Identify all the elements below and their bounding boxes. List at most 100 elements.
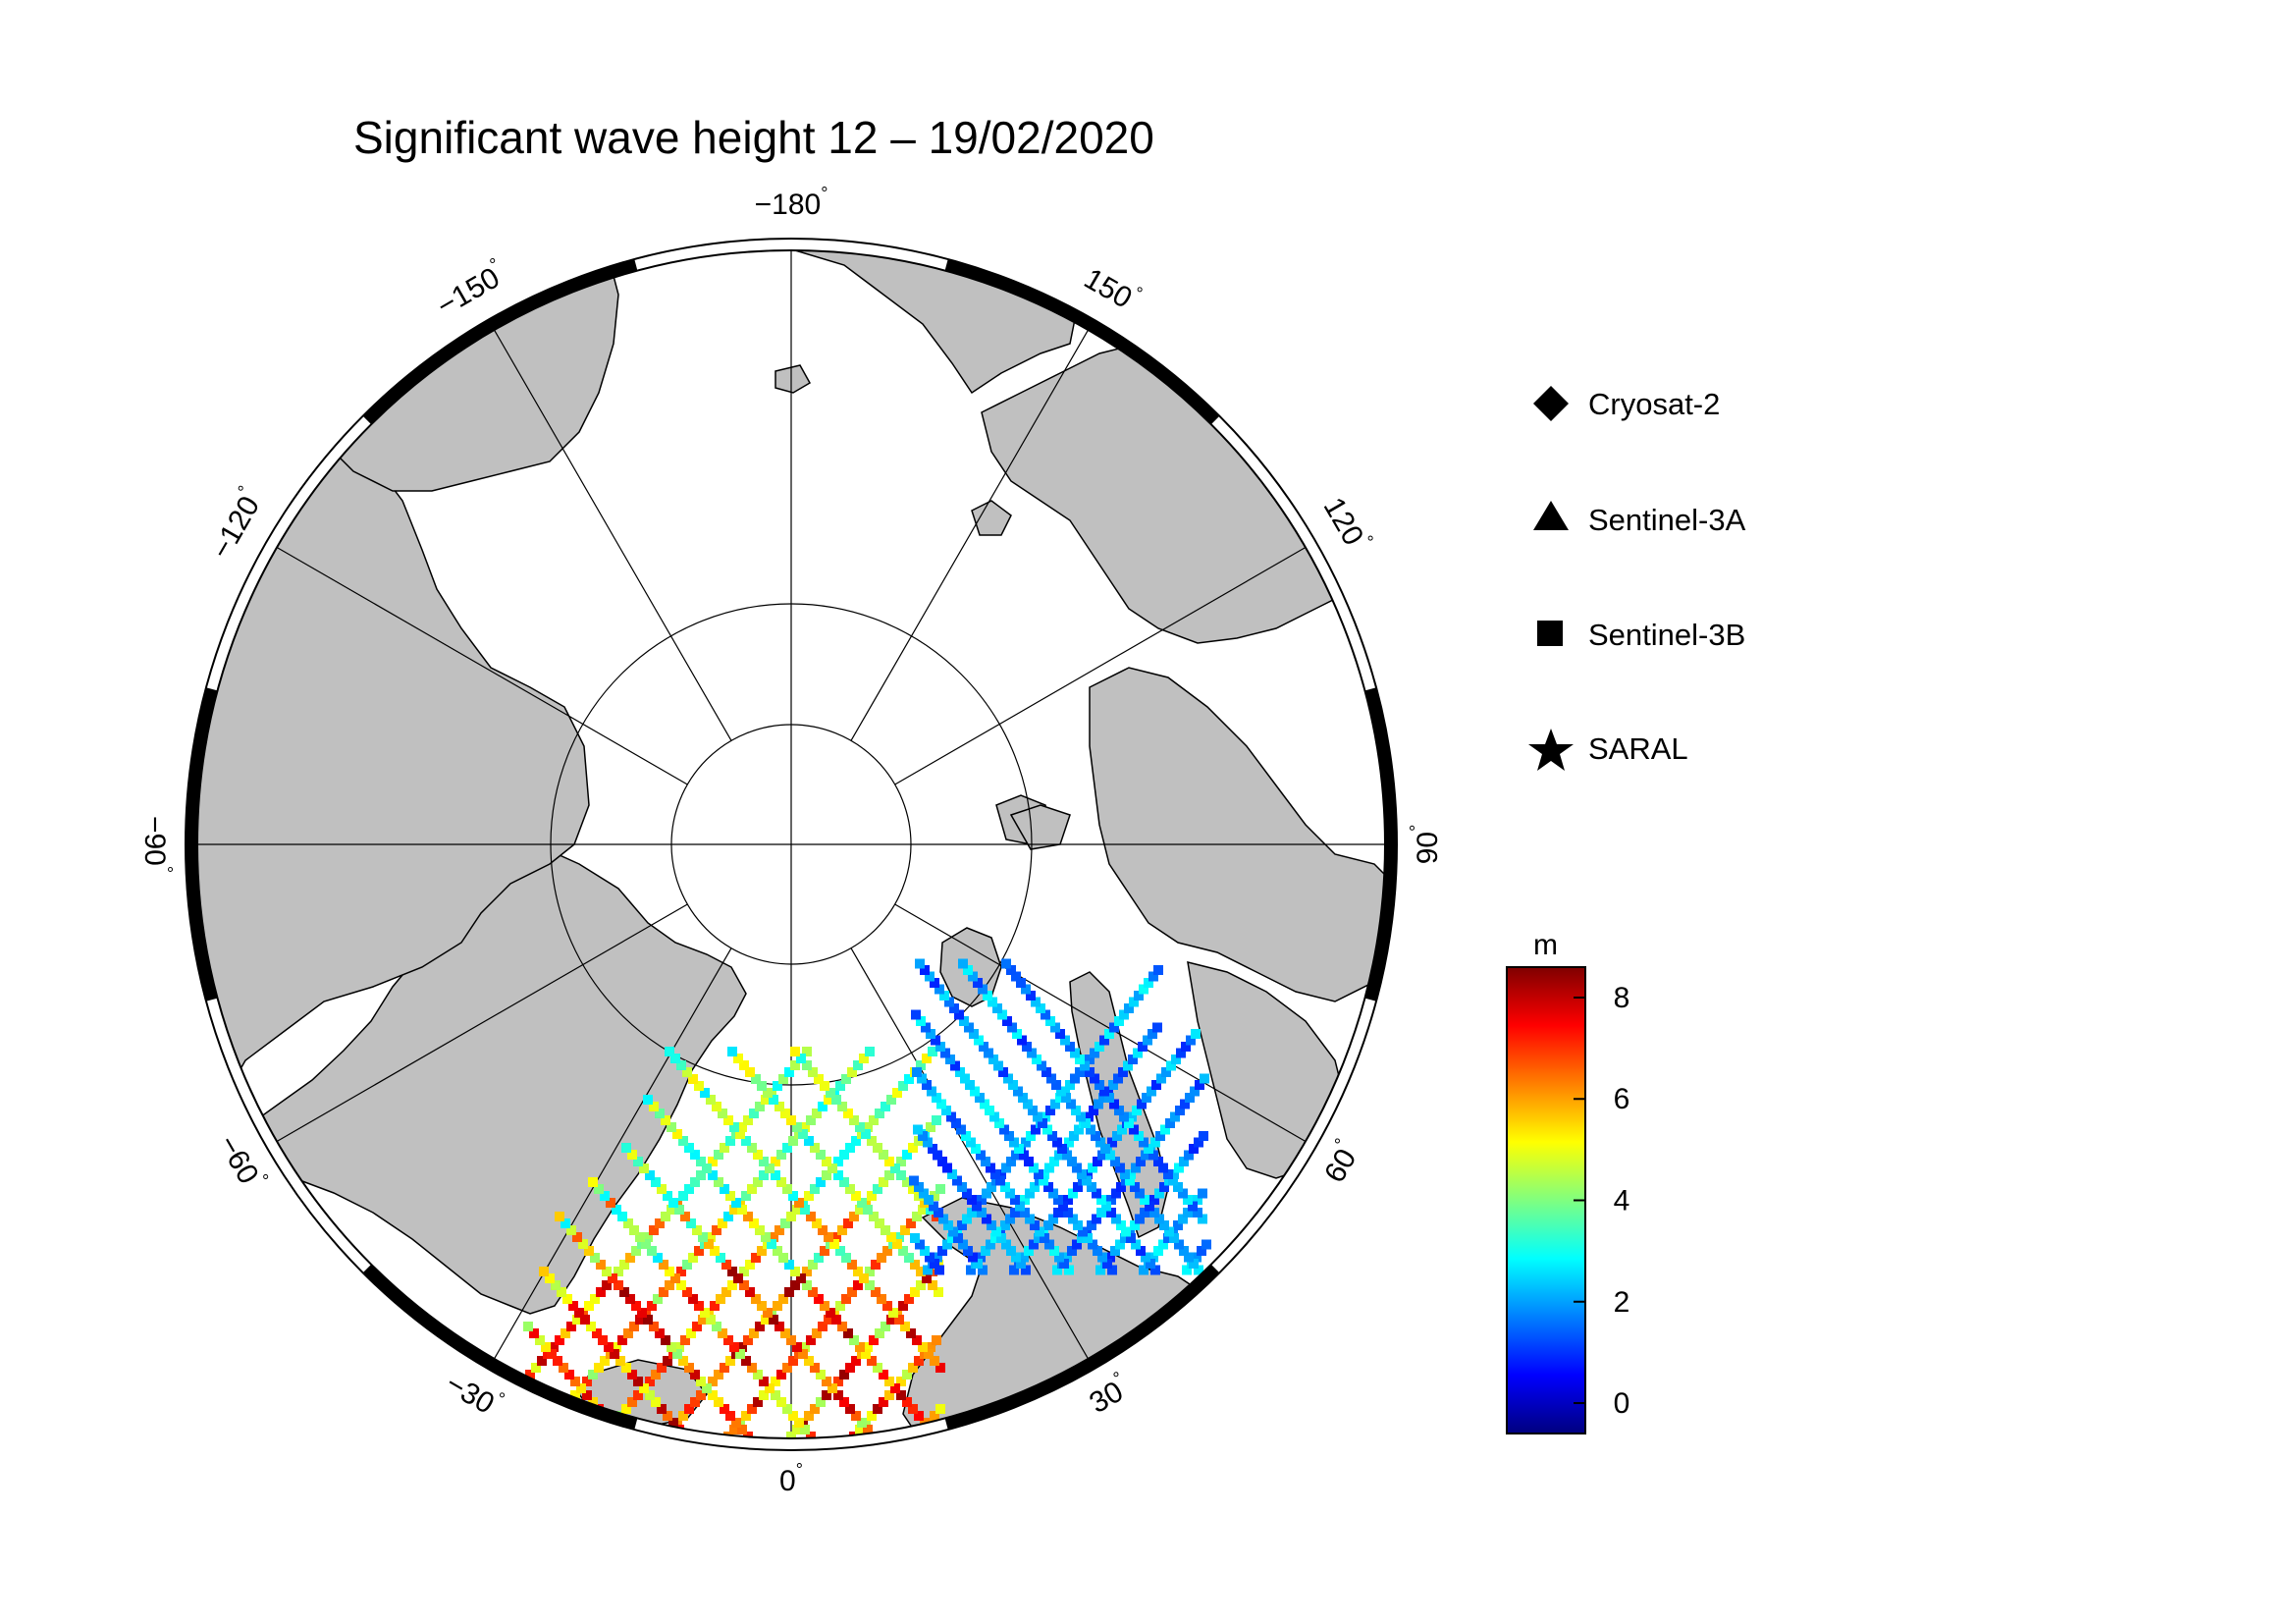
sample-marker [561,1218,570,1228]
sample-marker [943,1220,953,1230]
sample-marker [1120,1169,1130,1179]
sample-marker [596,1287,606,1297]
sample-marker [806,1432,816,1438]
sample-marker [1052,1265,1062,1275]
sample-marker [769,1232,778,1242]
sample-marker [831,1232,841,1242]
sample-marker [1061,1093,1071,1103]
sample-marker [1144,1144,1153,1154]
sample-marker [812,1328,822,1338]
sample-marker [822,1377,831,1386]
sample-marker [938,1214,948,1224]
sample-marker [604,1342,614,1352]
colorbar-gradient [1506,966,1586,1434]
sample-marker [902,1397,912,1407]
sample-marker [1033,1111,1042,1122]
sample-marker [934,1208,943,1217]
sample-marker [592,1328,602,1338]
sample-marker [1120,1233,1130,1243]
sample-marker [692,1322,702,1331]
sample-marker [845,1404,855,1414]
sample-marker [659,1287,668,1297]
sample-marker [966,1137,976,1148]
sample-marker [822,1157,831,1166]
sample-marker [678,1356,688,1366]
sample-marker [771,1157,780,1166]
sample-marker [1133,1048,1143,1058]
sample-marker [792,1205,802,1215]
sample-marker [826,1088,835,1098]
sample-marker [875,1109,884,1118]
sample-marker [1045,1016,1055,1026]
sample-marker [983,991,992,1001]
legend-saral-label: SARAL [1588,731,1688,766]
sample-marker [833,1377,843,1386]
sample-marker [1140,1195,1149,1205]
sample-marker [1050,1022,1060,1033]
sample-marker [568,1301,578,1311]
sample-marker [950,1060,960,1071]
sample-marker [810,1404,820,1414]
sample-marker [1021,1137,1031,1148]
sample-marker [1060,1035,1070,1046]
sample-marker [960,1073,970,1084]
sample-marker [639,1383,649,1393]
sample-marker [965,1080,975,1090]
polar-map: 0°30°60°90°120°150°−180°−150°−120°−90°−6… [138,184,1444,1497]
sample-marker [993,1060,1003,1071]
wrangel-island [774,364,812,394]
lon-label-degree: ° [1407,825,1426,832]
sample-marker [708,1390,718,1400]
sample-marker [859,1273,869,1283]
sample-marker [708,1157,718,1166]
sample-marker [973,1259,983,1269]
sample-marker [778,1294,788,1304]
sample-marker [747,1143,757,1153]
sample-marker [667,1342,676,1352]
sample-marker [649,1322,659,1331]
sample-marker [1026,1131,1036,1141]
sample-marker [802,1047,812,1056]
sample-marker [867,1411,877,1421]
sample-marker [1136,1246,1146,1256]
sample-marker [743,1335,753,1345]
sample-marker [952,1175,962,1186]
sample-marker [737,1205,747,1215]
lon-label-value: 60 [1318,1144,1362,1188]
sample-marker [651,1177,661,1187]
sample-marker [875,1218,884,1228]
sample-marker [961,1131,971,1141]
sample-marker [865,1280,875,1290]
sample-marker [978,1265,988,1275]
sample-marker [578,1239,588,1249]
sample-marker [1121,1226,1131,1237]
sample-marker [979,1042,988,1052]
sample-marker [902,1370,912,1380]
sample-marker [729,1122,739,1132]
sample-marker [972,1201,982,1212]
sample-marker [647,1246,657,1256]
sample-marker [798,1349,808,1359]
sample-marker [621,1404,631,1414]
sample-marker [702,1383,712,1393]
sample-marker [1049,1157,1059,1166]
sample-marker [996,1233,1006,1243]
sample-marker [788,1411,798,1421]
sample-marker [665,1280,674,1290]
sample-marker [676,1267,686,1276]
sample-marker [863,1205,873,1215]
sample-marker [572,1232,582,1242]
sample-marker [786,1212,796,1221]
sample-marker [867,1191,877,1201]
sample-marker [1065,1080,1075,1090]
lon-label: 30° [1082,1368,1135,1420]
sample-marker [1134,1131,1144,1141]
sample-marker [1011,971,1021,982]
legend-cryosat-label: Cryosat-2 [1588,387,1720,421]
sample-marker [820,1081,829,1091]
frame-band [1364,687,1397,1001]
sample-marker [976,1150,986,1161]
sample-marker [720,1363,729,1373]
sample-marker [853,1060,863,1070]
sample-marker [771,1377,780,1386]
